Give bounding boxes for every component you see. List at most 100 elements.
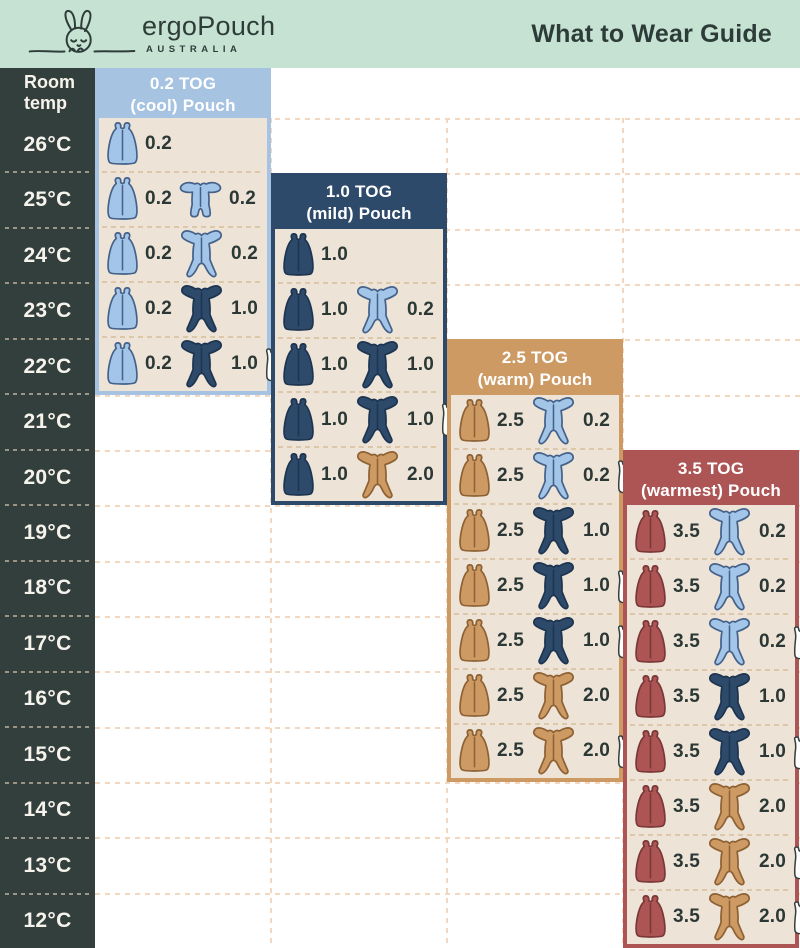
tog-value: 0.2 (407, 299, 435, 321)
panel-row-divider (454, 447, 616, 450)
romper-icon (529, 396, 578, 446)
brand-block: ergoPouch AUSTRALIA (142, 11, 276, 56)
tog-value: 2.0 (407, 463, 435, 485)
tog-value: 1.0 (231, 298, 259, 320)
temp-row-divider (5, 171, 90, 174)
panel-row: 1.0 0.2 (275, 284, 443, 337)
romper-icon (177, 339, 226, 389)
panel-title-line2: (warmest) Pouch (641, 480, 781, 500)
singlet-icon (791, 624, 800, 661)
pouch-icon (457, 673, 492, 719)
panel-title-line1: 0.2 TOG (149, 74, 217, 94)
temp-cell: 14°C (23, 798, 72, 822)
panel-row-divider (630, 888, 792, 891)
pouch-icon (633, 894, 668, 940)
tog-value: 2.5 (497, 740, 525, 762)
temp-row-divider (5, 559, 90, 562)
tog-value: 2.0 (583, 740, 611, 762)
panel-row: 3.5 1.0 (627, 671, 795, 724)
temp-cell: 24°C (23, 243, 72, 267)
pouch-icon (457, 728, 492, 774)
romper-icon (177, 229, 226, 279)
temp-row-divider (5, 726, 90, 729)
pouch-icon (633, 619, 668, 665)
pouch-icon (457, 563, 492, 609)
panel-row-divider (454, 502, 616, 505)
temp-row-divider (5, 337, 90, 340)
panel-row: 3.5 2.0 (627, 781, 795, 834)
panel-row-divider (630, 723, 792, 726)
temp-row-divider (5, 504, 90, 507)
romper-icon (353, 340, 402, 390)
romper-icon (705, 892, 754, 942)
brand-name: ergoPouch (142, 11, 276, 41)
panel-row-divider (102, 335, 264, 338)
tog-value: 2.0 (583, 685, 611, 707)
pouch-icon (633, 509, 668, 555)
temp-cell: 16°C (23, 687, 72, 711)
panel-row: 3.5 1.0 (627, 726, 795, 779)
ergopouch-logo: ergoPouch AUSTRALIA (28, 7, 275, 61)
pouch-icon (105, 176, 140, 222)
temp-cell: 13°C (23, 853, 72, 877)
singlet-icon (791, 734, 800, 771)
tog-value: 1.0 (231, 353, 259, 375)
pouch-icon (281, 232, 316, 278)
panel-row: 2.5 0.2 (451, 450, 619, 503)
panel-2-5-tog: 2.5 TOG (warm) Pouch 2.5 0.2 2.5 0.2 2.5 1.0 2.5… (447, 339, 623, 782)
tog-value: 1.0 (583, 575, 611, 597)
panel-1-0-tog: 1.0 TOG (mild) Pouch 1.0 1.0 0.2 1.0 1.0 1.0 1.0… (271, 173, 447, 506)
pouch-icon (457, 508, 492, 554)
tog-value: 3.5 (673, 520, 701, 542)
pouch-icon (105, 286, 140, 332)
tog-value: 3.5 (673, 796, 701, 818)
temp-cell: 20°C (23, 465, 72, 489)
romper-icon (705, 562, 754, 612)
pouch-icon (457, 398, 492, 444)
brand-subtitle: AUSTRALIA (146, 44, 242, 55)
tog-value: 1.0 (583, 520, 611, 542)
pouch-icon (633, 839, 668, 885)
tog-value: 3.5 (673, 851, 701, 873)
panel-row-divider (454, 612, 616, 615)
panel-row: 3.5 2.0 (627, 836, 795, 889)
tog-value: 2.0 (759, 796, 787, 818)
tog-value: 1.0 (321, 463, 349, 485)
temp-row-divider (5, 226, 90, 229)
pouch-icon (281, 342, 316, 388)
panel-row: 0.2 1.0 (99, 338, 267, 391)
romper-icon (529, 671, 578, 721)
panel-row: 3.5 0.2 (627, 505, 795, 558)
panel-row-divider (630, 558, 792, 561)
tog-value: 2.5 (497, 465, 525, 487)
romper-icon (529, 616, 578, 666)
pouch-icon (633, 674, 668, 720)
tog-value: 1.0 (407, 354, 435, 375)
bunny-icon (28, 9, 136, 53)
pouch-icon (281, 452, 316, 498)
temp-cell: 25°C (23, 188, 72, 212)
panel-title-line2: (warm) Pouch (477, 369, 593, 389)
panel-header: 1.0 TOG (mild) Pouch (275, 177, 443, 229)
panel-row: 2.5 2.0 (451, 670, 619, 723)
tog-value: 0.2 (583, 410, 611, 432)
panel-row: 3.5 0.2 (627, 560, 795, 613)
tog-value: 1.0 (759, 686, 787, 708)
panel-header: 0.2 TOG (cool) Pouch (99, 72, 267, 118)
temp-cell: 18°C (23, 576, 72, 600)
temp-row-divider (5, 781, 90, 784)
panel-row-divider (278, 391, 440, 394)
tog-value: 1.0 (321, 299, 349, 321)
temp-row-divider (5, 670, 90, 673)
tog-value: 1.0 (321, 408, 349, 430)
tog-value: 2.5 (497, 575, 525, 597)
romper-short-icon (177, 179, 224, 219)
tog-value: 2.5 (497, 630, 525, 652)
tog-value: 0.2 (759, 631, 787, 653)
tog-value: 2.5 (497, 520, 525, 542)
tog-value: 2.0 (759, 906, 787, 928)
page-title: What to Wear Guide (531, 19, 772, 48)
panel-row: 0.2 1.0 (99, 283, 267, 336)
temp-cell: 12°C (23, 909, 72, 933)
panel-row-divider (630, 613, 792, 616)
